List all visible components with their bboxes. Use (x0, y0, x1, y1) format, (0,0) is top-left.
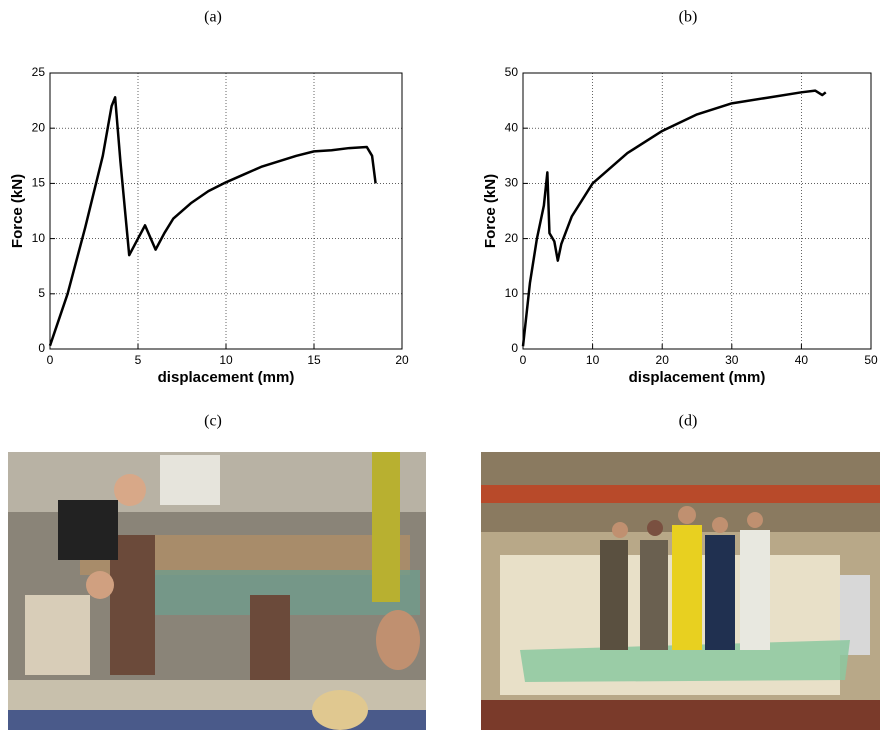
y-axis-label: Force (kN) (482, 174, 499, 248)
x-tick-label: 0 (520, 353, 527, 367)
x-tick-label: 10 (219, 353, 233, 367)
y-tick-label: 10 (505, 286, 519, 300)
y-tick-label: 25 (32, 65, 46, 79)
x-tick-label: 50 (864, 353, 878, 367)
photo-c (8, 452, 426, 730)
x-axis-label: displacement (mm) (629, 369, 766, 386)
x-tick-label: 5 (135, 353, 142, 367)
x-tick-label: 0 (47, 353, 54, 367)
x-tick-label: 20 (395, 353, 409, 367)
x-tick-label: 15 (307, 353, 321, 367)
y-tick-label: 40 (505, 120, 519, 134)
y-tick-label: 30 (505, 176, 519, 190)
y-tick-label: 0 (511, 341, 518, 355)
figure: (b) (a) (c) (d) 0 (0, 0, 882, 730)
x-tick-label: 40 (795, 353, 809, 367)
y-tick-label: 5 (38, 286, 45, 300)
photo-d (481, 452, 880, 730)
y-axis-label: Force (kN) (9, 174, 26, 248)
panel-label: (c) (204, 413, 222, 430)
x-axis-label: displacement (mm) (158, 369, 295, 386)
y-tick-label: 15 (32, 176, 46, 190)
y-tick-label: 20 (32, 120, 46, 134)
panel-label: (a) (204, 9, 222, 26)
panel-label: (b) (679, 9, 698, 26)
y-tick-label: 0 (38, 341, 45, 355)
x-tick-label: 20 (656, 353, 670, 367)
y-tick-label: 10 (32, 231, 46, 245)
y-tick-label: 20 (505, 231, 519, 245)
x-tick-label: 30 (725, 353, 739, 367)
y-tick-label: 50 (505, 65, 519, 79)
x-tick-label: 10 (586, 353, 600, 367)
panel-label: (d) (679, 413, 698, 430)
